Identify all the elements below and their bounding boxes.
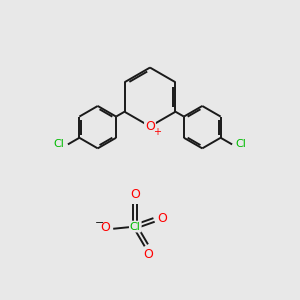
Text: Cl: Cl xyxy=(236,140,247,149)
Text: O: O xyxy=(130,188,140,201)
Text: O: O xyxy=(100,221,110,234)
Text: Cl: Cl xyxy=(53,140,64,149)
Text: Cl: Cl xyxy=(130,222,141,232)
Text: −: − xyxy=(94,218,104,229)
Text: +: + xyxy=(153,127,161,137)
Text: O: O xyxy=(145,120,155,133)
Text: O: O xyxy=(158,212,167,225)
Text: O: O xyxy=(144,248,154,261)
